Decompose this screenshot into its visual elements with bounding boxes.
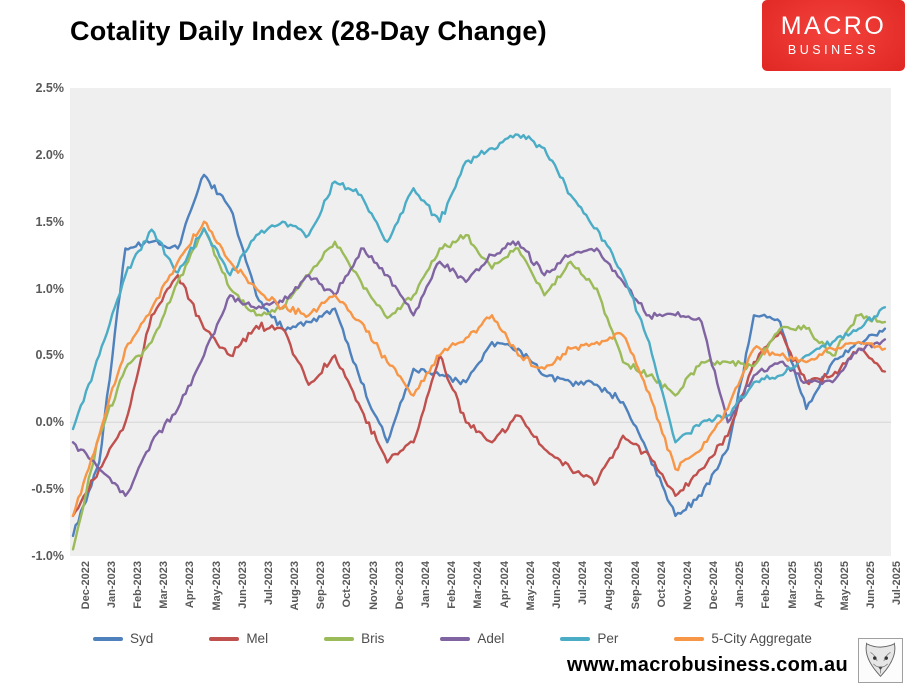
legend-swatch <box>440 636 471 641</box>
legend-label: Adel <box>477 631 505 646</box>
website-url: www.macrobusiness.com.au <box>567 654 848 676</box>
legend-label: 5-City Aggregate <box>711 631 812 646</box>
macrobusiness-logo: MACRO BUSINESS <box>762 0 905 71</box>
series-line-syd <box>71 173 887 538</box>
x-tick-label: Feb-2024 <box>446 561 459 609</box>
series-line-bris <box>71 227 887 551</box>
y-tick-label: 1.0% <box>35 282 65 296</box>
y-tick-label: 2.5% <box>35 81 65 95</box>
legend-swatch <box>674 636 705 641</box>
series-line-5-city-aggregate <box>71 220 887 518</box>
x-tick-label: Mar-2023 <box>158 561 171 609</box>
legend-item-syd: Syd <box>93 631 153 646</box>
x-tick-label: Apr-2025 <box>812 561 825 609</box>
x-tick-label: May-2025 <box>839 561 851 611</box>
x-tick-label: Oct-2023 <box>341 561 354 608</box>
legend-item-bris: Bris <box>324 631 384 646</box>
series-line-per <box>71 133 887 444</box>
x-tick-label: Dec-2022 <box>79 561 92 610</box>
x-tick-label: Jan-2024 <box>420 561 432 609</box>
chart-canvas <box>70 133 891 551</box>
x-tick-label: Jun-2025 <box>865 561 878 609</box>
legend-label: Mel <box>246 631 269 646</box>
x-tick-label: Jan-2023 <box>105 561 118 609</box>
x-tick-label: Feb-2023 <box>131 561 144 609</box>
legend-item-mel: Mel <box>209 631 268 646</box>
x-tick-label: Sep-2023 <box>315 561 328 610</box>
legend-swatch <box>560 636 591 641</box>
x-tick-label: Dec-2023 <box>393 561 406 610</box>
legend-label: Per <box>597 631 619 646</box>
x-tick-label: Nov-2023 <box>367 561 380 610</box>
x-tick-label: Jun-2024 <box>550 561 563 609</box>
legend-swatch <box>209 636 240 641</box>
chart-title: Cotality Daily Index (28-Day Change) <box>70 16 547 46</box>
legend-item-adel: Adel <box>440 631 504 646</box>
legend-item-5-city-aggregate: 5-City Aggregate <box>674 631 812 646</box>
y-tick-label: -1.0% <box>31 549 64 563</box>
x-tick-label: Aug-2024 <box>603 561 616 611</box>
legend-label: Bris <box>361 631 385 646</box>
plot-area <box>70 88 891 556</box>
x-tick-label: Jun-2023 <box>236 561 249 609</box>
x-tick-label: Nov-2024 <box>681 561 694 610</box>
x-tick-label: Jul-2024 <box>577 561 590 606</box>
x-tick-label: May-2023 <box>210 561 223 611</box>
y-tick-label: 0.0% <box>35 415 65 429</box>
x-tick-label: Feb-2025 <box>760 561 773 609</box>
x-tick-label: Aug-2023 <box>289 561 301 611</box>
legend-swatch <box>93 636 124 641</box>
x-tick-label: Sep-2024 <box>629 561 642 610</box>
legend-label: Syd <box>130 631 154 646</box>
x-tick-label: Apr-2024 <box>498 561 511 609</box>
legend-swatch <box>324 636 355 641</box>
legend: Syd Mel Bris Adel Per 5-City Aggregate <box>0 631 905 646</box>
legend-item-per: Per <box>560 631 618 646</box>
fox-logo <box>858 638 903 683</box>
x-tick-label: May-2024 <box>524 561 537 611</box>
logo-text-business: BUSINESS <box>787 43 880 57</box>
y-tick-label: 1.5% <box>35 215 65 229</box>
series-line-adel <box>71 240 887 497</box>
x-tick-label: Mar-2024 <box>472 561 485 609</box>
y-tick-label: 2.0% <box>35 148 65 162</box>
x-tick-label: Jul-2025 <box>891 561 904 606</box>
y-tick-label: -0.5% <box>31 482 64 496</box>
fox-icon <box>865 642 896 677</box>
x-tick-label: Oct-2024 <box>655 561 668 608</box>
x-tick-label: Mar-2025 <box>786 561 799 609</box>
x-tick-label: Jan-2025 <box>734 561 747 609</box>
y-tick-label: 0.5% <box>35 348 65 362</box>
x-tick-label: Apr-2023 <box>184 561 197 609</box>
logo-text-macro: MACRO <box>780 12 887 40</box>
series-line-mel <box>71 273 887 518</box>
x-tick-label: Dec-2024 <box>708 561 721 610</box>
x-tick-label: Jul-2023 <box>262 561 275 606</box>
